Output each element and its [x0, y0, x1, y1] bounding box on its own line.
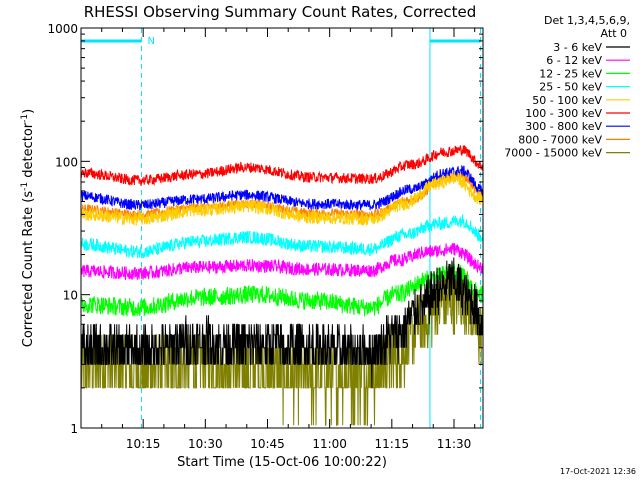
legend-entry-label: 25 - 50 keV	[539, 81, 602, 94]
y-axis: 1 10 100 1000	[47, 22, 483, 436]
series-line	[81, 172, 483, 227]
series-line	[81, 243, 483, 281]
plot-frame	[80, 27, 484, 429]
x-tick-label: 10:15	[126, 437, 161, 451]
night-label: N	[148, 36, 155, 47]
series-line	[81, 144, 483, 187]
legend-header-line-2: Att 0	[601, 27, 627, 40]
footer-date: 17-Oct-2021 12:36	[560, 467, 636, 476]
series-line	[81, 262, 483, 317]
legend-entry-label: 12 - 25 keV	[539, 67, 602, 80]
x-axis-label: Start Time (15-Oct-06 10:00:22)	[177, 455, 387, 470]
series-line	[81, 257, 483, 388]
legend-entry-label: 7000 - 15000 keV	[504, 147, 602, 160]
y-tick-label: 1	[70, 422, 78, 436]
y-tick-label: 100	[55, 155, 78, 169]
x-tick-label: 11:15	[375, 437, 410, 451]
x-tick-label: 10:30	[188, 437, 223, 451]
x-axis: 10:15 10:30 10:45 11:00 11:15 11:30	[101, 28, 476, 451]
legend-header-line-1: Det 1,3,4,5,6,9,	[544, 14, 630, 27]
x-tick-label: 11:30	[437, 437, 472, 451]
y-tick-label: 1000	[47, 22, 78, 36]
legend-entry-label: 50 - 100 keV	[532, 94, 602, 107]
chart-title: RHESSI Observing Summary Count Rates, Co…	[84, 3, 477, 21]
legend-entry-label: 800 - 7000 keV	[518, 133, 602, 146]
legend-entry-label: 100 - 300 keV	[525, 107, 602, 120]
legend-entry-label: 6 - 12 keV	[546, 54, 602, 67]
y-tick-label: 10	[63, 289, 78, 303]
x-tick-label: 11:00	[312, 437, 347, 451]
series-line	[81, 164, 483, 211]
x-tick-label: 10:45	[250, 437, 285, 451]
y-axis-label: Corrected Count Rate (s-1 detector-1)	[20, 109, 36, 347]
series-layer	[81, 144, 483, 426]
series-line	[81, 214, 483, 259]
legend-entry-label: 300 - 800 keV	[525, 120, 602, 133]
legend-entry-label: 3 - 6 keV	[553, 41, 602, 54]
